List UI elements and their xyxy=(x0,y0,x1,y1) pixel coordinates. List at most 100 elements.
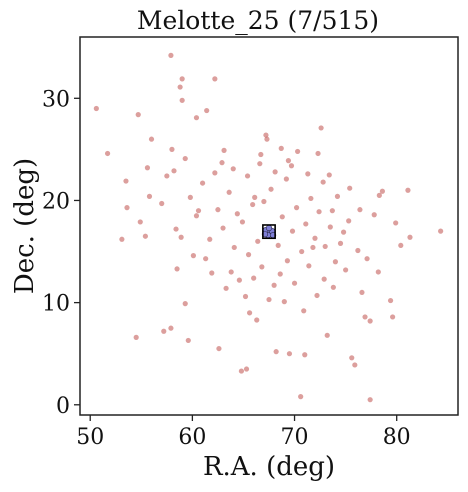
field-point xyxy=(123,178,129,184)
y-axis: 0 10 20 30 xyxy=(42,87,80,419)
field-point xyxy=(322,243,328,250)
field-point xyxy=(310,244,316,251)
field-point xyxy=(193,213,200,219)
field-point xyxy=(327,224,333,230)
field-point xyxy=(236,277,242,283)
field-point xyxy=(438,228,444,234)
field-point xyxy=(182,301,188,307)
field-point xyxy=(144,165,151,171)
field-point xyxy=(303,221,309,227)
field-point xyxy=(340,229,347,235)
field-point xyxy=(169,146,175,152)
field-point xyxy=(207,236,213,242)
field-point xyxy=(321,276,327,282)
field-point xyxy=(279,214,285,220)
field-point xyxy=(243,366,250,372)
field-point xyxy=(273,349,279,355)
field-point xyxy=(255,238,261,244)
field-point xyxy=(124,205,130,211)
member-point xyxy=(265,224,273,232)
field-point xyxy=(212,76,218,82)
field-point xyxy=(352,362,358,368)
field-point xyxy=(376,192,382,198)
field-point xyxy=(364,256,370,262)
field-point xyxy=(275,242,281,249)
field-point xyxy=(259,264,265,270)
field-point xyxy=(398,242,404,249)
field-point xyxy=(209,270,215,276)
field-point xyxy=(226,189,232,195)
field-point xyxy=(330,284,336,290)
field-point xyxy=(318,125,324,131)
field-point xyxy=(203,256,209,262)
field-point xyxy=(204,107,210,114)
field-star-points xyxy=(93,52,444,403)
field-point xyxy=(329,208,335,214)
field-point xyxy=(223,285,229,291)
field-point xyxy=(286,351,293,357)
field-point xyxy=(159,200,165,207)
field-point xyxy=(193,115,200,121)
field-point xyxy=(93,105,99,112)
field-point xyxy=(135,112,141,118)
field-point xyxy=(284,258,290,264)
field-point xyxy=(301,308,307,314)
field-point xyxy=(288,163,295,169)
field-point xyxy=(215,207,221,213)
field-point xyxy=(283,176,289,182)
field-point xyxy=(264,136,270,142)
field-point xyxy=(228,269,234,275)
field-point xyxy=(221,147,227,153)
field-point xyxy=(234,211,240,217)
field-point xyxy=(277,271,283,277)
field-point xyxy=(179,97,185,103)
field-point xyxy=(316,209,322,215)
field-point xyxy=(302,352,308,358)
field-point xyxy=(271,282,277,288)
field-point xyxy=(315,150,321,157)
field-point xyxy=(254,317,260,323)
field-point xyxy=(371,212,377,218)
field-point xyxy=(245,252,252,258)
field-point xyxy=(375,269,381,275)
field-point xyxy=(174,266,180,272)
field-point xyxy=(178,234,184,240)
field-point xyxy=(244,173,251,179)
field-point xyxy=(346,218,352,224)
field-point xyxy=(362,314,368,320)
field-point xyxy=(231,244,237,251)
field-point xyxy=(285,158,292,164)
field-point xyxy=(324,332,330,338)
field-point xyxy=(349,355,355,361)
field-point xyxy=(146,193,153,199)
field-point xyxy=(168,52,174,58)
field-point xyxy=(320,179,326,185)
field-point xyxy=(179,76,185,82)
field-point xyxy=(295,148,301,155)
field-point xyxy=(171,168,177,174)
field-point xyxy=(216,345,222,352)
field-point xyxy=(272,169,278,175)
y-tick-label: 30 xyxy=(42,87,70,112)
member-star-points xyxy=(261,224,277,239)
field-point xyxy=(185,337,191,344)
chart-title: Melotte_25 (7/515) xyxy=(137,6,379,35)
y-tick-label: 20 xyxy=(42,189,70,214)
field-point xyxy=(164,173,170,179)
field-point xyxy=(326,172,332,178)
field-point xyxy=(177,84,183,90)
field-point xyxy=(261,198,267,205)
field-point xyxy=(357,207,363,213)
x-tick-label: 70 xyxy=(281,425,309,450)
field-point xyxy=(268,186,274,192)
field-point xyxy=(393,220,399,226)
field-point xyxy=(355,247,361,254)
field-point xyxy=(199,180,206,186)
field-point xyxy=(390,314,396,320)
x-axis: 50 60 70 80 xyxy=(76,415,411,450)
field-point xyxy=(195,208,202,214)
field-point xyxy=(263,132,269,138)
field-point xyxy=(168,325,174,331)
field-point xyxy=(173,226,179,232)
